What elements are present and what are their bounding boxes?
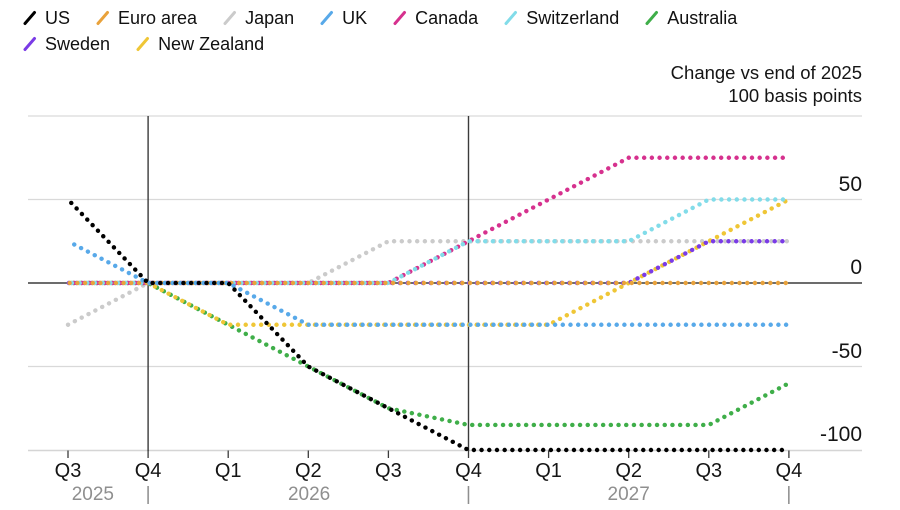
year-label-2025: 2025 xyxy=(71,484,114,505)
legend-item-uk: UK xyxy=(319,8,367,29)
x-axis-tick-label: Q4 xyxy=(134,460,162,482)
legend-item-canada: Canada xyxy=(392,8,478,29)
legend-label: Australia xyxy=(667,7,738,28)
legend-slash-icon xyxy=(223,11,237,25)
legend-slash-icon xyxy=(393,11,407,25)
legend-label: Switzerland xyxy=(526,7,620,28)
legend-slash-icon xyxy=(645,11,659,25)
y-axis-tick-label: 50 xyxy=(838,172,862,196)
legend-label: US xyxy=(45,7,71,28)
year-divider-pipe: | xyxy=(145,484,151,505)
legend-row-2: Sweden New Zealand xyxy=(22,31,842,57)
year-divider-pipe: | xyxy=(466,484,471,505)
legend-label: Japan xyxy=(245,7,295,28)
legend-slash-icon xyxy=(504,11,518,25)
x-axis-tick-label: Q4 xyxy=(775,460,803,482)
series-line-new-zealand xyxy=(65,197,792,327)
x-axis-tick-label: Q3 xyxy=(375,460,402,482)
series-line-canada xyxy=(65,155,792,286)
legend-label: Sweden xyxy=(45,33,111,54)
legend-label: Canada xyxy=(415,7,479,28)
x-axis-tick-label: Q1 xyxy=(214,460,242,482)
y-axis-tick-label: -50 xyxy=(831,339,862,363)
y-axis-tick-label: -100 xyxy=(819,423,862,446)
year-divider-pipe: | xyxy=(786,484,792,505)
legend-item-australia: Australia xyxy=(644,8,737,29)
legend-item-japan: Japan xyxy=(222,8,294,29)
legend-row-1: US Euro area Japan UK Canada Switzerland Austr… xyxy=(22,5,842,31)
x-axis-tick-label: Q1 xyxy=(535,460,562,482)
legend-item-new-zealand: New Zealand xyxy=(135,34,264,55)
legend-item-switzerland: Switzerland xyxy=(503,8,619,29)
series-line-uk xyxy=(65,239,792,327)
chart-title-line1: Change vs end of 2025 xyxy=(670,62,862,83)
legend-slash-icon xyxy=(23,37,36,51)
x-axis-tick-label: Q4 xyxy=(455,460,482,482)
x-axis-tick-label: Q3 xyxy=(695,460,723,482)
x-axis-tick-label: Q3 xyxy=(54,460,82,482)
year-label-2026: 2026 xyxy=(287,484,331,505)
legend-item-us: US xyxy=(22,8,70,29)
legend-item-sweden: Sweden xyxy=(22,34,110,55)
x-axis-tick-label: Q2 xyxy=(294,460,322,482)
legend-slash-icon xyxy=(96,11,110,25)
chart-title: Change vs end of 2025 100 basis points xyxy=(671,61,862,107)
chart-title-line2: 100 basis points xyxy=(728,85,862,106)
y-axis-tick-label: 0 xyxy=(850,256,862,279)
series-line-australia xyxy=(65,280,792,428)
legend-slash-icon xyxy=(136,37,150,51)
legend-item-euro-area: Euro area xyxy=(95,8,197,29)
legend-slash-icon xyxy=(23,11,36,25)
legend-label: Euro area xyxy=(118,7,198,28)
legend: US Euro area Japan UK Canada Switzerland Austr… xyxy=(22,5,842,57)
x-axis-tick-label: Q2 xyxy=(615,460,643,482)
legend-label: New Zealand xyxy=(158,33,265,54)
legend-label: UK xyxy=(342,7,368,28)
legend-slash-icon xyxy=(320,11,334,25)
year-label-2027: 2027 xyxy=(607,484,650,505)
